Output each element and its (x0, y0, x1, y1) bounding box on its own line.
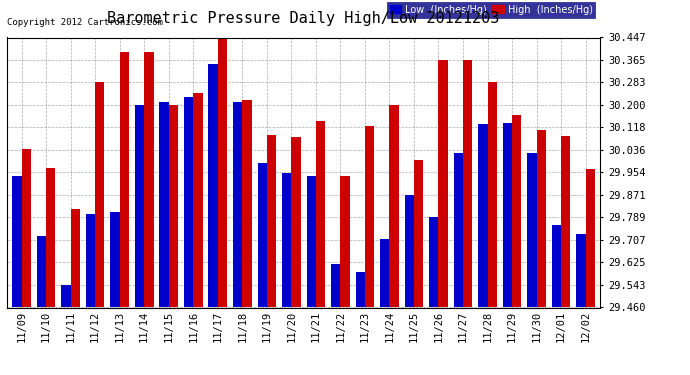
Bar (365, 126, 374, 308)
Bar (46, 168, 55, 308)
Bar (355, 272, 365, 308)
Bar (316, 122, 325, 308)
Bar (503, 123, 512, 308)
Bar (438, 60, 448, 308)
Bar (537, 130, 546, 308)
Bar (169, 105, 178, 308)
Text: Barometric Pressure Daily High/Low 20121203: Barometric Pressure Daily High/Low 20121… (108, 11, 500, 26)
Bar (193, 93, 203, 308)
Bar (512, 115, 522, 308)
Bar (86, 214, 95, 308)
Bar (463, 60, 472, 308)
Bar (389, 105, 399, 308)
Bar (291, 136, 301, 308)
Bar (70, 209, 80, 308)
Bar (184, 97, 193, 308)
Bar (159, 102, 169, 308)
Bar (380, 239, 389, 308)
Bar (282, 174, 291, 308)
Text: Copyright 2012 Cartronics.com: Copyright 2012 Cartronics.com (7, 18, 163, 27)
Bar (429, 217, 438, 308)
Bar (144, 52, 154, 308)
Bar (340, 176, 350, 308)
Bar (576, 234, 586, 308)
Bar (267, 135, 276, 308)
Bar (21, 149, 31, 308)
Bar (110, 212, 119, 308)
Legend: Low  (Inches/Hg), High  (Inches/Hg): Low (Inches/Hg), High (Inches/Hg) (387, 2, 595, 18)
Bar (12, 176, 21, 308)
Bar (208, 64, 218, 308)
Bar (453, 153, 463, 308)
Bar (257, 162, 267, 308)
Bar (306, 176, 316, 308)
Bar (561, 136, 571, 308)
Bar (95, 82, 104, 308)
Bar (552, 225, 561, 308)
Bar (233, 102, 242, 308)
Bar (242, 100, 252, 308)
Bar (218, 38, 227, 308)
Bar (488, 82, 497, 308)
Bar (135, 105, 144, 308)
Bar (586, 170, 595, 308)
Bar (331, 264, 340, 308)
Bar (61, 285, 70, 308)
Bar (414, 160, 423, 308)
Bar (527, 153, 537, 308)
Bar (119, 52, 129, 308)
Bar (478, 124, 488, 308)
Bar (404, 195, 414, 308)
Bar (37, 236, 46, 308)
